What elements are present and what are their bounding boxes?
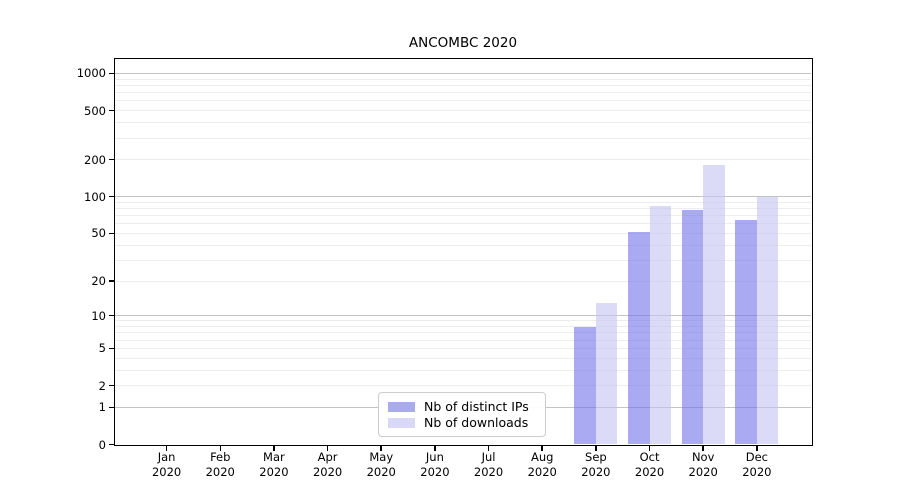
x-axis-tick xyxy=(434,446,436,451)
x-axis-tick-label: Apr 2020 xyxy=(312,450,343,479)
gridline-minor xyxy=(115,244,811,246)
y-axis-tick xyxy=(109,347,114,350)
y-axis-tick xyxy=(109,232,114,235)
gridline-minor xyxy=(115,159,811,161)
y-axis-tick-label: 1 xyxy=(98,400,106,415)
x-axis-tick-label: Jan 2020 xyxy=(151,450,182,479)
legend-item-distinct-ips: Nb of distinct IPs xyxy=(388,399,536,414)
bar-oct-downloads xyxy=(649,205,672,445)
bar-sep-downloads xyxy=(595,302,618,445)
bar-sep-ips xyxy=(574,326,596,445)
gridline-minor xyxy=(115,326,811,327)
bar-nov-ips xyxy=(681,209,704,445)
gridline-minor xyxy=(115,92,811,94)
x-axis-tick-label: May 2020 xyxy=(366,450,396,479)
x-axis-tick-label: Oct 2020 xyxy=(634,450,665,479)
gridline-minor xyxy=(115,78,811,80)
bar-nov-downloads xyxy=(703,165,725,445)
legend-swatch-distinct-ips xyxy=(388,401,415,412)
y-axis-tick-label: 50 xyxy=(91,226,106,241)
x-axis-tick-label: Nov 2020 xyxy=(688,450,718,479)
x-axis-tick xyxy=(756,446,758,451)
y-axis-tick xyxy=(109,314,114,317)
y-axis-tick-label: 10 xyxy=(91,308,106,323)
x-axis-tick xyxy=(487,446,490,451)
gridline-minor xyxy=(115,208,811,210)
x-axis-tick xyxy=(219,446,221,451)
y-axis-tick xyxy=(109,158,114,161)
gridline-minor xyxy=(115,100,811,102)
y-axis-tick-label: 200 xyxy=(84,152,106,167)
gridline-minor xyxy=(115,232,811,234)
gridline-minor xyxy=(115,280,811,282)
gridline-minor xyxy=(115,110,811,112)
gridline-major xyxy=(115,72,811,74)
y-axis-tick-label: 1000 xyxy=(76,66,106,81)
gridline-minor xyxy=(115,347,811,349)
legend-label-distinct-ips: Nb of distinct IPs xyxy=(424,399,529,414)
y-axis-tick-label: 5 xyxy=(98,341,106,356)
bar-oct-ips xyxy=(627,232,650,445)
gridline-minor xyxy=(115,339,811,341)
legend: Nb of distinct IPs Nb of downloads xyxy=(378,392,546,437)
chart-title: ANCOMBC 2020 xyxy=(408,35,518,51)
y-axis-tick xyxy=(109,109,114,112)
x-axis-tick xyxy=(595,446,597,451)
y-axis-tick-label: 2 xyxy=(98,378,106,393)
y-axis-tick-label: 0 xyxy=(98,437,106,452)
x-axis-tick-label: Aug 2020 xyxy=(527,450,557,479)
gridline-minor xyxy=(115,84,811,86)
y-axis-tick xyxy=(109,195,114,198)
gridline-minor xyxy=(115,122,811,124)
y-axis-tick-label: 500 xyxy=(84,103,106,118)
x-axis-tick-label: Sep 2020 xyxy=(581,450,611,479)
y-axis-tick xyxy=(109,384,114,387)
legend-swatch-downloads xyxy=(388,417,415,428)
gridline-major xyxy=(115,315,811,317)
x-axis-tick xyxy=(702,446,704,451)
gridline-minor xyxy=(115,357,811,359)
y-axis-tick xyxy=(109,443,114,446)
bar-dec-downloads xyxy=(756,196,779,445)
legend-item-downloads: Nb of downloads xyxy=(388,415,536,430)
gridline-minor xyxy=(115,332,811,334)
gridline-minor xyxy=(115,320,811,322)
x-axis-tick xyxy=(273,446,275,451)
x-axis-tick-label: Mar 2020 xyxy=(259,450,289,479)
gridline-minor xyxy=(115,259,811,261)
y-axis-tick-label: 100 xyxy=(84,189,106,204)
gridline-major xyxy=(115,196,811,198)
legend-label-downloads: Nb of downloads xyxy=(424,415,529,430)
x-axis-tick xyxy=(648,446,651,451)
y-axis-tick xyxy=(109,406,114,409)
x-axis-tick xyxy=(380,446,382,451)
y-axis-tick xyxy=(109,280,114,282)
x-axis-tick-label: Dec 2020 xyxy=(742,450,772,479)
y-axis-tick-label: 20 xyxy=(91,274,106,288)
gridline-minor xyxy=(115,385,811,386)
gridline-minor xyxy=(115,369,811,371)
x-axis-tick-label: Jun 2020 xyxy=(420,450,450,479)
x-axis-tick xyxy=(326,446,329,451)
x-axis-tick-label: Jul 2020 xyxy=(473,450,504,479)
gridline-minor xyxy=(115,137,811,139)
x-axis-tick xyxy=(541,446,543,451)
gridline-minor xyxy=(115,223,811,225)
y-axis-tick xyxy=(109,72,114,75)
gridline-minor xyxy=(115,215,811,217)
gridline-minor xyxy=(115,201,811,203)
x-axis-tick-label: Feb 2020 xyxy=(205,450,235,479)
x-axis-tick xyxy=(165,446,168,451)
bar-dec-ips xyxy=(735,219,757,445)
plot-area xyxy=(115,59,811,445)
